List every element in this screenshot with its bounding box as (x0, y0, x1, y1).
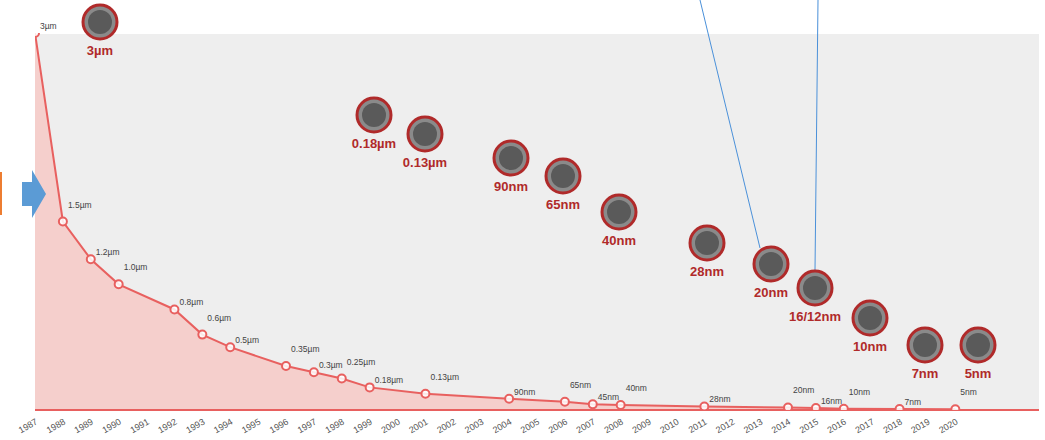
svg-text:3µm: 3µm (87, 43, 113, 58)
svg-text:65nm: 65nm (570, 380, 591, 390)
svg-text:0.35µm: 0.35µm (291, 344, 320, 354)
svg-text:0.13µm: 0.13µm (403, 155, 447, 170)
svg-text:0.5µm: 0.5µm (235, 335, 259, 345)
svg-text:28nm: 28nm (709, 394, 730, 404)
svg-text:2012: 2012 (714, 417, 736, 436)
svg-text:1.0µm: 1.0µm (124, 262, 148, 272)
svg-text:0.6µm: 0.6µm (207, 313, 231, 323)
svg-text:10nm: 10nm (849, 387, 870, 397)
svg-text:28nm: 28nm (690, 264, 724, 279)
svg-text:90nm: 90nm (514, 387, 535, 397)
svg-text:2010: 2010 (658, 417, 680, 436)
svg-text:7nm: 7nm (905, 397, 922, 407)
svg-text:90nm: 90nm (494, 179, 528, 194)
svg-text:2019: 2019 (909, 417, 931, 436)
svg-text:2006: 2006 (547, 417, 569, 436)
svg-text:2016: 2016 (826, 417, 848, 436)
svg-text:1989: 1989 (73, 417, 95, 436)
svg-text:40nm: 40nm (602, 233, 636, 248)
svg-text:2017: 2017 (854, 417, 876, 436)
svg-text:1992: 1992 (156, 417, 178, 436)
svg-text:1998: 1998 (324, 417, 346, 436)
svg-text:45nm: 45nm (598, 392, 619, 402)
svg-text:65nm: 65nm (546, 197, 580, 212)
svg-text:1997: 1997 (296, 417, 318, 436)
svg-text:1993: 1993 (184, 417, 206, 436)
svg-text:0.3µm: 0.3µm (319, 360, 343, 370)
svg-text:2009: 2009 (630, 417, 652, 436)
svg-text:1.5µm: 1.5µm (68, 200, 92, 210)
svg-text:0.25µm: 0.25µm (347, 357, 376, 367)
svg-text:2015: 2015 (798, 417, 820, 436)
svg-text:0.13µm: 0.13µm (430, 372, 459, 382)
svg-text:1999: 1999 (352, 417, 374, 436)
svg-text:0.8µm: 0.8µm (179, 297, 203, 307)
svg-text:5nm: 5nm (960, 387, 977, 397)
svg-text:2002: 2002 (435, 417, 457, 436)
svg-text:2018: 2018 (881, 417, 903, 436)
svg-text:2020: 2020 (937, 417, 959, 436)
svg-text:20nm: 20nm (754, 285, 788, 300)
svg-text:1988: 1988 (45, 417, 67, 436)
svg-text:1996: 1996 (268, 417, 290, 436)
svg-text:1991: 1991 (128, 417, 150, 436)
svg-text:1994: 1994 (212, 417, 234, 436)
svg-text:10nm: 10nm (853, 339, 887, 354)
svg-text:2014: 2014 (770, 417, 792, 436)
svg-text:20nm: 20nm (793, 385, 814, 395)
svg-text:2000: 2000 (379, 417, 401, 436)
svg-text:16/12nm: 16/12nm (789, 309, 841, 324)
svg-text:0.18µm: 0.18µm (375, 375, 404, 385)
svg-text:16nm: 16nm (821, 396, 842, 406)
svg-text:0.18µm: 0.18µm (352, 136, 396, 151)
svg-text:1.2µm: 1.2µm (96, 247, 120, 257)
svg-text:2008: 2008 (603, 417, 625, 436)
svg-text:2004: 2004 (491, 417, 513, 436)
svg-text:2007: 2007 (575, 417, 597, 436)
svg-text:5nm: 5nm (965, 366, 992, 381)
svg-text:2011: 2011 (687, 417, 709, 435)
svg-text:2001: 2001 (407, 417, 429, 436)
svg-text:40nm: 40nm (626, 383, 647, 393)
svg-text:1987: 1987 (17, 417, 39, 436)
svg-text:1995: 1995 (240, 417, 262, 436)
svg-text:2005: 2005 (519, 417, 541, 436)
svg-text:2013: 2013 (742, 417, 764, 436)
svg-text:7nm: 7nm (912, 366, 939, 381)
svg-text:3µm: 3µm (40, 21, 57, 31)
svg-text:1990: 1990 (101, 417, 123, 436)
svg-text:2003: 2003 (463, 417, 485, 436)
